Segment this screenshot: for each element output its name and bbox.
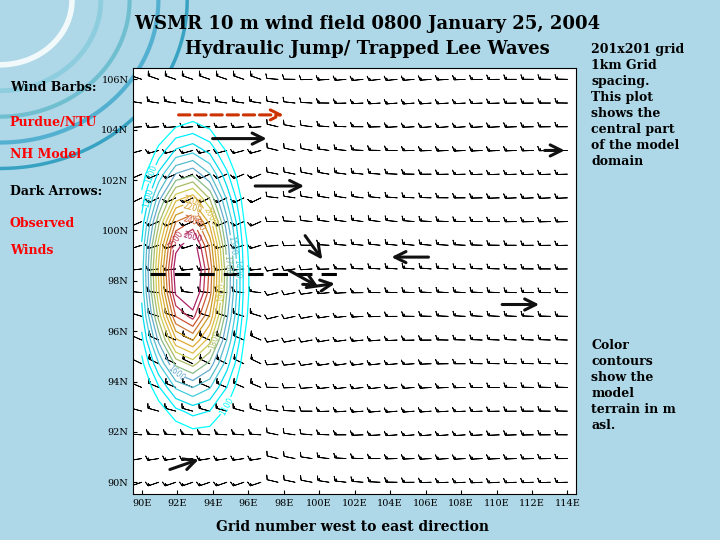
Text: 1300: 1300 bbox=[142, 187, 156, 208]
Text: 201x201 grid
1km Grid
spacing.
This plot
shows the
central part
of the model
dom: 201x201 grid 1km Grid spacing. This plot… bbox=[591, 43, 685, 168]
Text: 1600: 1600 bbox=[166, 364, 186, 383]
Text: Purdue/NTU: Purdue/NTU bbox=[10, 116, 97, 129]
Text: 2100: 2100 bbox=[182, 194, 203, 208]
Text: 2300: 2300 bbox=[189, 211, 207, 232]
Text: 1200: 1200 bbox=[144, 164, 159, 185]
Text: 1700: 1700 bbox=[222, 255, 232, 275]
Text: NH Model: NH Model bbox=[10, 147, 81, 160]
Text: Observed: Observed bbox=[10, 217, 75, 230]
Text: Winds: Winds bbox=[10, 245, 53, 258]
Text: 1800: 1800 bbox=[208, 329, 222, 350]
Text: 1100: 1100 bbox=[218, 396, 235, 417]
Text: 2500: 2500 bbox=[166, 230, 185, 251]
Text: Wind Barbs:: Wind Barbs: bbox=[10, 80, 96, 93]
Text: 2200: 2200 bbox=[182, 201, 203, 215]
Text: 2000: 2000 bbox=[202, 206, 218, 227]
Text: 1900: 1900 bbox=[217, 282, 227, 302]
Text: 1400: 1400 bbox=[232, 259, 242, 279]
Text: Grid number west to east direction: Grid number west to east direction bbox=[216, 519, 490, 534]
Text: Dark Arrows:: Dark Arrows: bbox=[10, 185, 102, 198]
Text: Color
contours
show the
model
terrain in m
asl.: Color contours show the model terrain in… bbox=[591, 339, 676, 432]
Text: WSMR 10 m wind field 0800 January 25, 2004: WSMR 10 m wind field 0800 January 25, 20… bbox=[134, 15, 600, 33]
Text: 2600: 2600 bbox=[182, 231, 203, 245]
Text: Hydraulic Jump/ Trapped Lee Waves: Hydraulic Jump/ Trapped Lee Waves bbox=[185, 40, 549, 58]
Text: 1500: 1500 bbox=[226, 235, 238, 255]
Text: 2400: 2400 bbox=[182, 214, 203, 228]
